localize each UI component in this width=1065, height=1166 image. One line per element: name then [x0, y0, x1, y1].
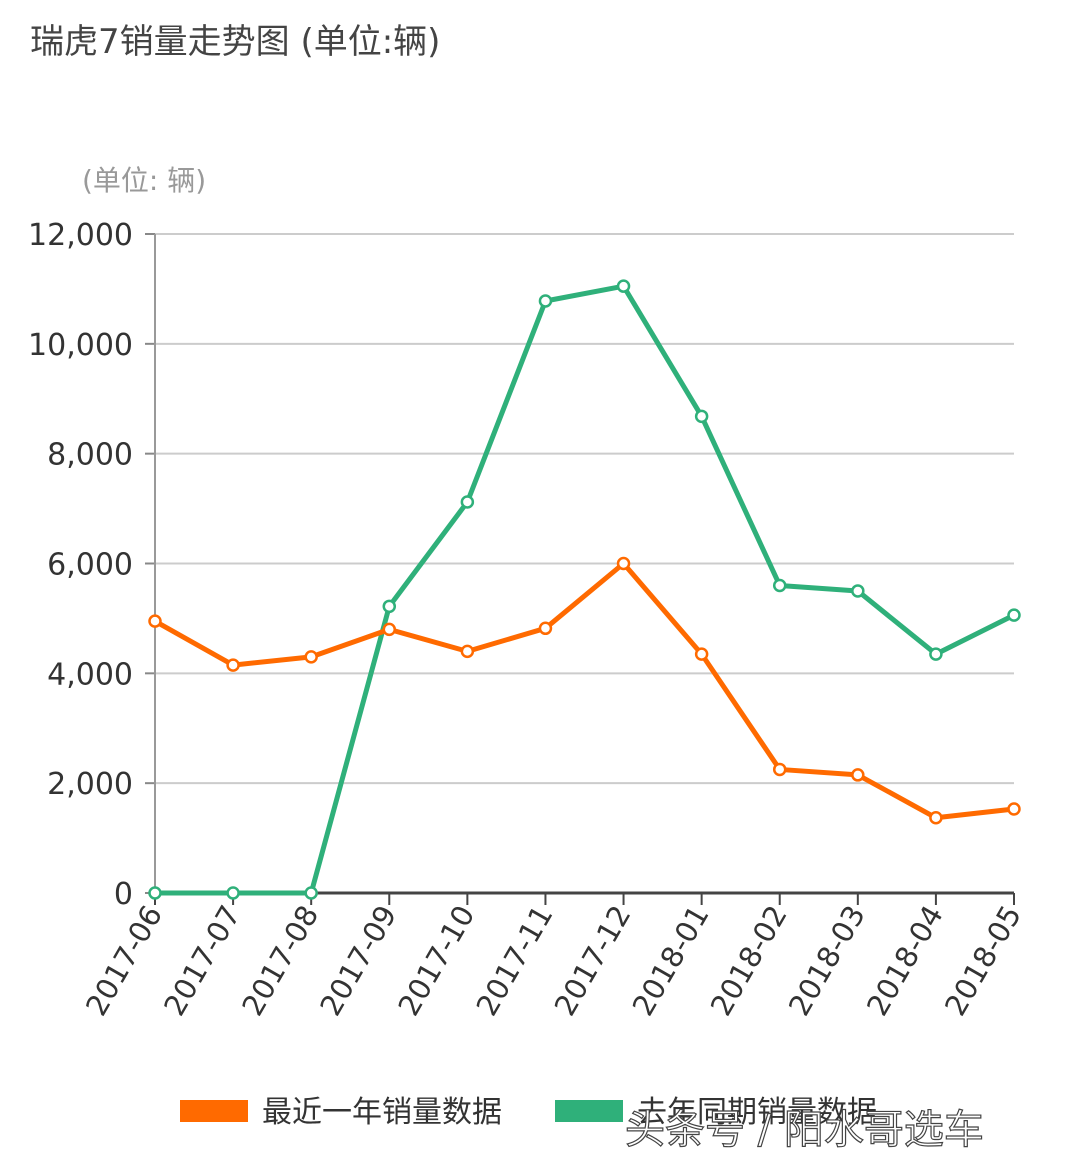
- data-point[interactable]: [304, 650, 318, 664]
- legend-swatch[interactable]: [180, 1100, 248, 1122]
- legend-label[interactable]: 最近一年销量数据: [262, 1095, 502, 1130]
- grid-lines: [155, 233, 1014, 785]
- unit-label: (单位: 辆): [82, 164, 206, 197]
- x-tick-label: 2018-03: [782, 900, 872, 1022]
- data-point[interactable]: [929, 647, 943, 661]
- chart-title: 瑞虎7销量走势图 (单位:辆): [30, 22, 441, 62]
- x-tick-label: 2017-07: [157, 900, 247, 1022]
- data-point[interactable]: [694, 647, 709, 661]
- x-tick-label: 2017-08: [235, 900, 325, 1022]
- y-axis-ticks: 0 2,000 4,000 6,000 8,000 10,000 12,000: [28, 218, 155, 912]
- x-tick-label: 2018-02: [704, 900, 794, 1022]
- data-point[interactable]: [382, 599, 397, 614]
- data-point[interactable]: [694, 409, 709, 424]
- legend-label[interactable]: 去年同期销量数据: [637, 1095, 877, 1130]
- data-point[interactable]: [538, 621, 553, 636]
- watermark-text: 头条号 / 阳水哥选车: [625, 1107, 984, 1153]
- data-point[interactable]: [616, 279, 631, 293]
- x-axis-ticks: 2017-062017-072017-082017-092017-102017-…: [79, 893, 1028, 1021]
- x-tick-label: 2018-04: [860, 900, 950, 1022]
- data-point[interactable]: [304, 886, 318, 900]
- data-point[interactable]: [1007, 608, 1021, 622]
- data-point[interactable]: [772, 578, 787, 593]
- data-point[interactable]: [148, 614, 162, 628]
- y-tick-label: 10,000: [28, 328, 133, 363]
- legend-swatch[interactable]: [555, 1100, 623, 1122]
- series-line: [152, 561, 1017, 821]
- series-0: [148, 556, 1021, 825]
- series-group: [148, 279, 1021, 900]
- data-point[interactable]: [929, 811, 943, 825]
- data-point[interactable]: [1007, 802, 1021, 816]
- x-tick-label: 2017-11: [469, 900, 559, 1022]
- series-line: [152, 283, 1017, 896]
- data-point[interactable]: [226, 886, 240, 900]
- x-tick-label: 2017-09: [313, 900, 403, 1022]
- data-point[interactable]: [460, 644, 475, 659]
- x-tick-label: 2018-05: [938, 900, 1028, 1022]
- y-tick-label: 4,000: [47, 657, 133, 692]
- data-point[interactable]: [226, 658, 240, 672]
- data-point[interactable]: [851, 768, 865, 782]
- data-point[interactable]: [148, 886, 162, 900]
- x-tick-label: 2017-06: [79, 900, 169, 1022]
- data-point[interactable]: [460, 495, 475, 509]
- y-tick-label: 12,000: [28, 218, 133, 253]
- x-tick-label: 2017-10: [391, 900, 481, 1022]
- x-tick-label: 2018-01: [626, 900, 716, 1022]
- data-point[interactable]: [851, 584, 865, 598]
- y-tick-label: 6,000: [47, 548, 133, 583]
- data-point[interactable]: [382, 622, 397, 637]
- data-point[interactable]: [772, 762, 787, 777]
- data-point[interactable]: [616, 556, 631, 571]
- y-tick-label: 2,000: [47, 767, 133, 802]
- data-point[interactable]: [538, 294, 553, 308]
- x-tick-label: 2017-12: [548, 900, 638, 1022]
- legend: 最近一年销量数据 去年同期销量数据: [180, 1095, 877, 1130]
- y-tick-label: 0: [114, 877, 133, 912]
- y-tick-label: 8,000: [47, 438, 133, 473]
- series-1: [148, 279, 1021, 900]
